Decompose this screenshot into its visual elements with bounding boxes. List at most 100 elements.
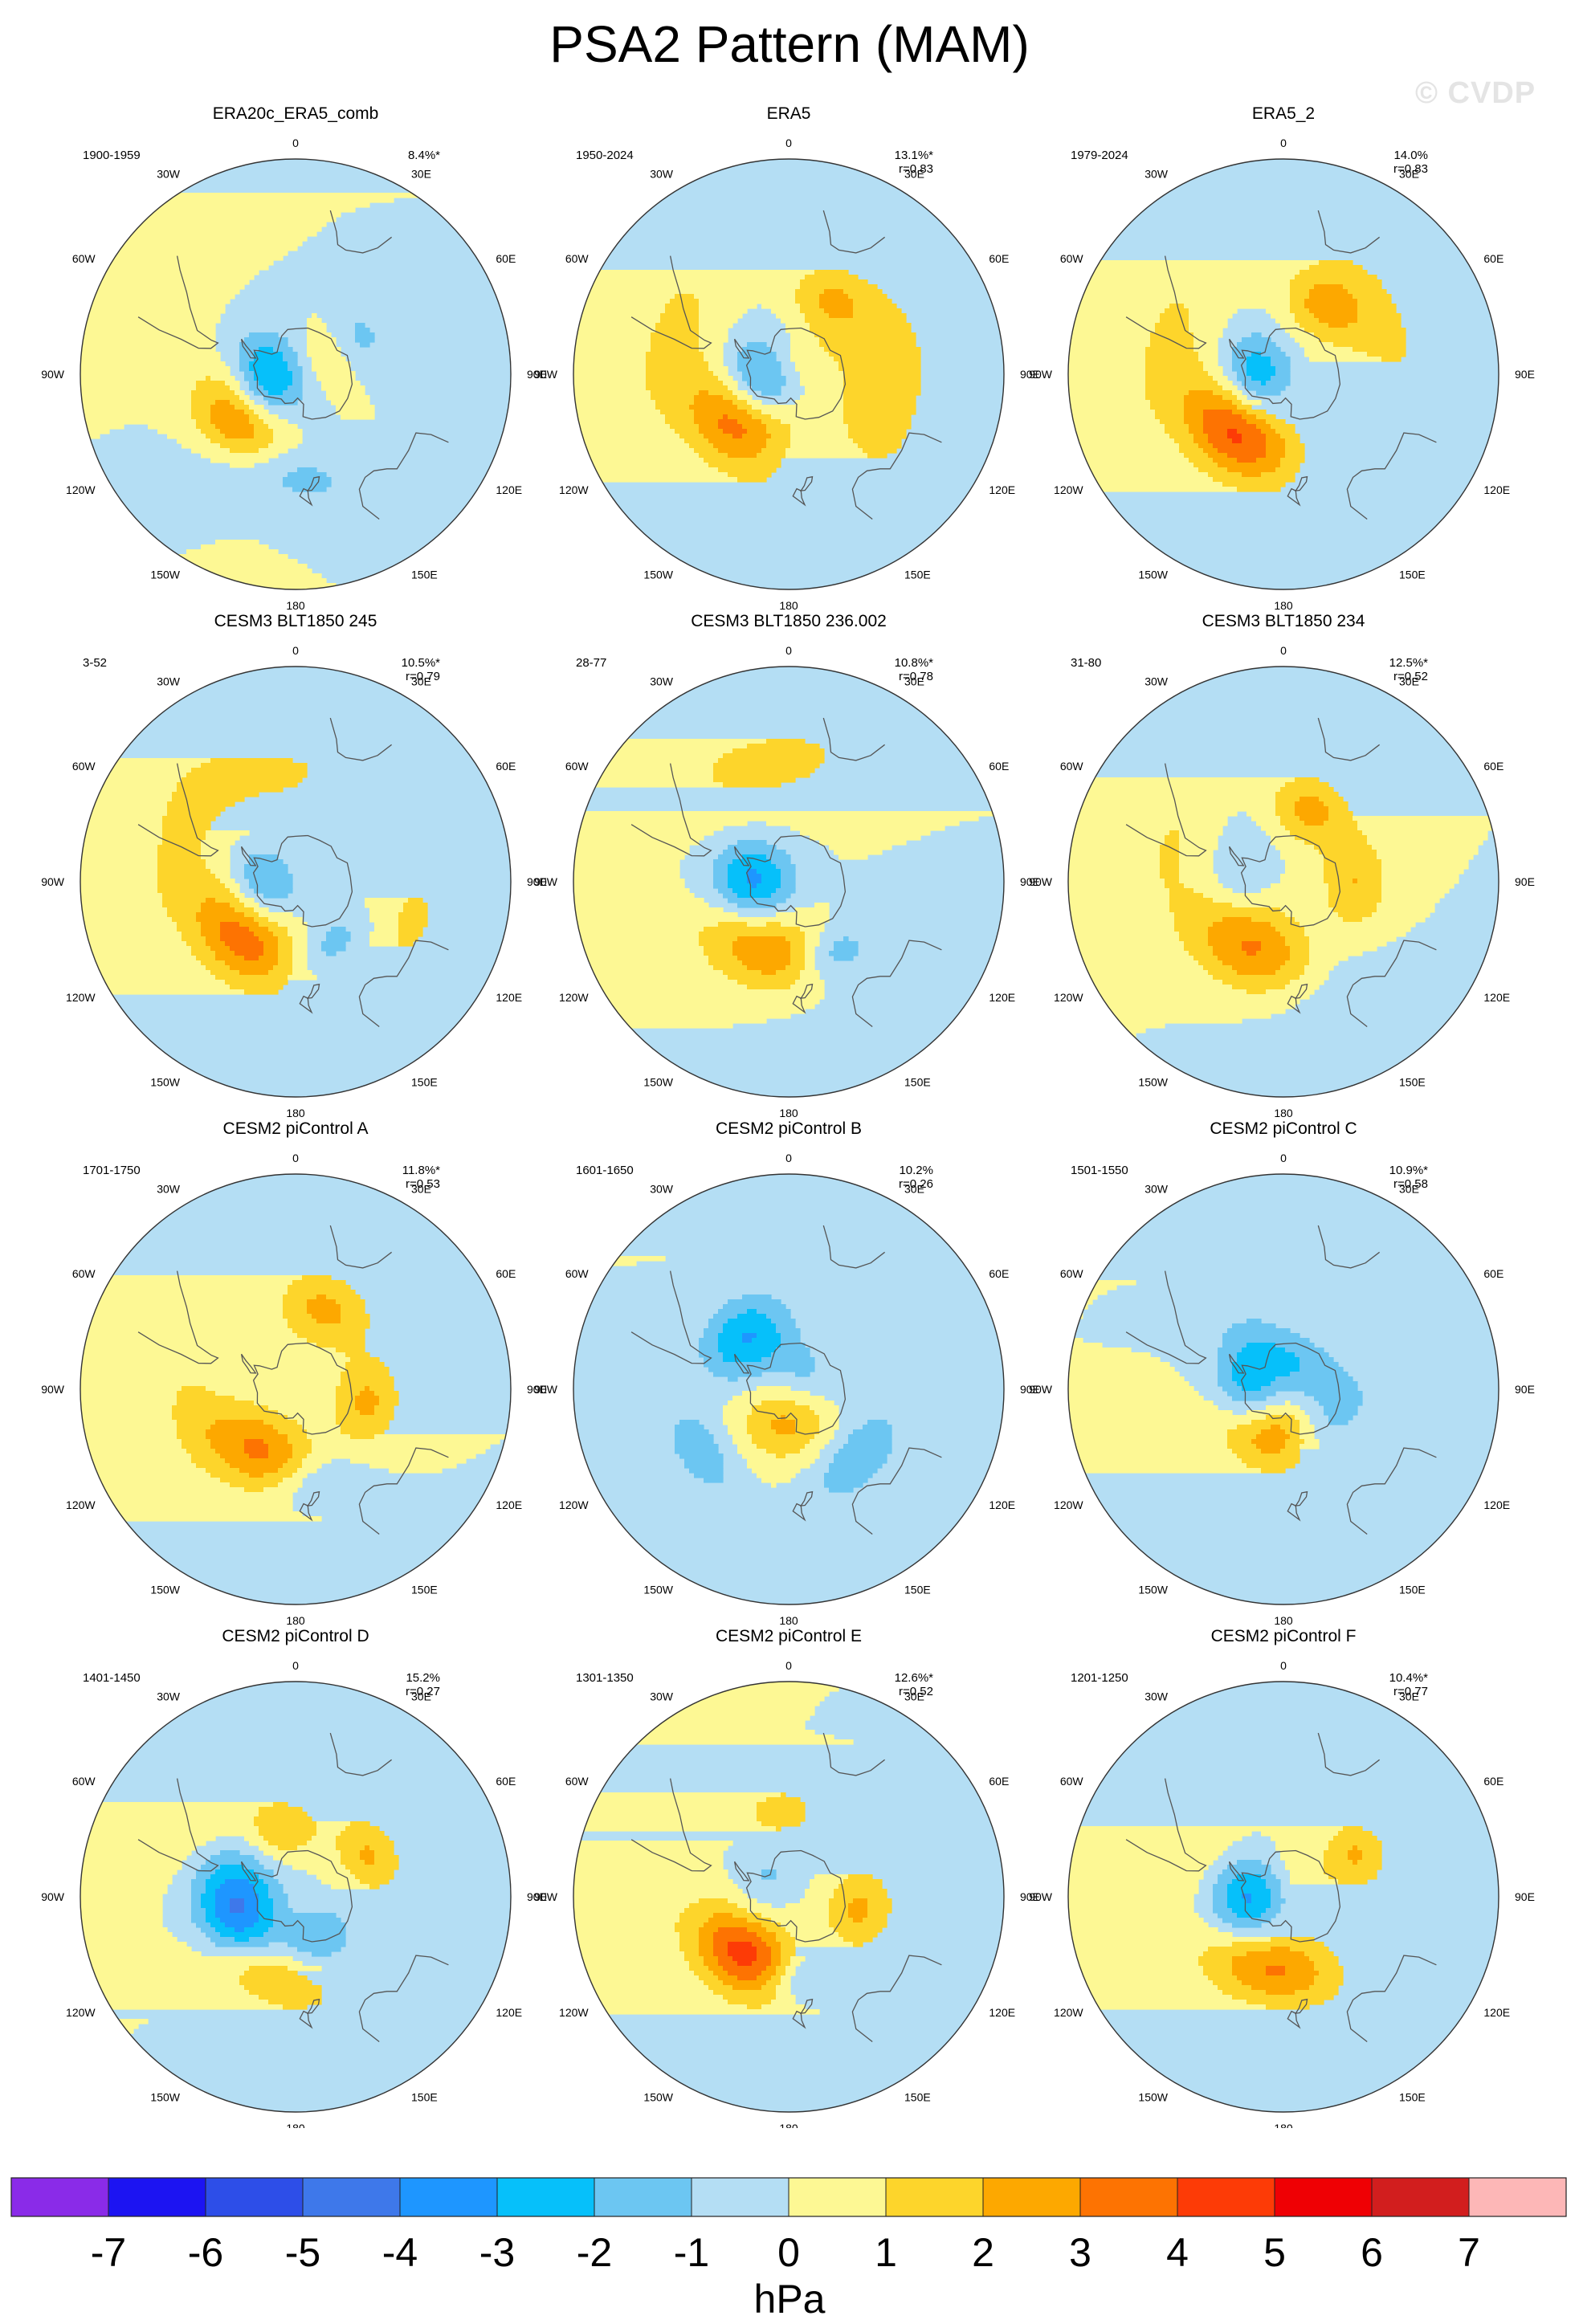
panel-explained-variance: 8.4%* xyxy=(408,149,440,162)
longitude-label: 30W xyxy=(650,675,674,688)
longitude-label: 30E xyxy=(904,168,924,181)
map-frame xyxy=(1067,158,1499,590)
panel-correlation: r=0.53 xyxy=(406,1177,440,1191)
map-panel: 0 30E 60E 90E 120E 150E 180 150W 120W 90W 60W 30W CE… xyxy=(1029,1627,1535,2128)
colorbar-swatch xyxy=(789,2178,887,2216)
longitude-label: 60W xyxy=(72,252,96,265)
panel-explained-variance: 10.5%* xyxy=(402,656,441,670)
longitude-label: 90W xyxy=(41,368,65,381)
longitude-label: 90E xyxy=(527,875,547,888)
longitude-label: 90E xyxy=(1515,875,1535,888)
longitude-label: 60W xyxy=(565,252,590,265)
panel-years: 1950-2024 xyxy=(576,149,634,162)
longitude-label: 30W xyxy=(1144,168,1169,181)
longitude-label: 150W xyxy=(150,568,180,581)
panel-years: 1401-1450 xyxy=(83,1671,141,1685)
longitude-label: 180 xyxy=(286,599,305,612)
panel-years: 28-77 xyxy=(576,656,606,670)
map-panel: 0 30E 60E 90E 120E 150E 180 150W 120W 90W 60W 30W CE… xyxy=(534,1119,1040,1627)
panel-correlation: r=0.27 xyxy=(406,1685,440,1698)
longitude-label: 90E xyxy=(1515,1383,1535,1396)
colorbar-swatch xyxy=(594,2178,692,2216)
longitude-label: 30W xyxy=(157,675,181,688)
longitude-label: 120E xyxy=(1483,1498,1510,1511)
longitude-label: 90E xyxy=(527,1383,547,1396)
longitude-label: 180 xyxy=(779,1107,798,1119)
longitude-label: 120W xyxy=(1054,1498,1083,1511)
map-frame xyxy=(573,1173,1005,1605)
longitude-label: 180 xyxy=(1274,599,1293,612)
colorbar-tick-label: -2 xyxy=(577,2230,612,2275)
longitude-label: 120E xyxy=(1483,991,1510,1004)
longitude-label: 30W xyxy=(1144,675,1169,688)
coastlines xyxy=(1125,210,1437,520)
longitude-label: 150E xyxy=(904,1075,931,1088)
longitude-label: 90E xyxy=(1020,1890,1040,1903)
colorbar-swatch xyxy=(400,2178,498,2216)
map-frame xyxy=(573,158,1005,590)
coastlines xyxy=(1125,717,1437,1028)
panel-years: 1301-1350 xyxy=(576,1671,634,1685)
map-panel: 0 30E 60E 90E 120E 150E 180 150W 120W 90W 60W 30W ER… xyxy=(41,104,547,612)
pressure-anomaly-field xyxy=(1068,667,1499,1097)
longitude-label: 150E xyxy=(1399,568,1426,581)
colorbar-swatch xyxy=(1469,2178,1567,2216)
longitude-label: 120W xyxy=(1054,991,1083,1004)
longitude-label: 30W xyxy=(650,1690,674,1703)
colorbar-tick-label: -6 xyxy=(188,2230,223,2275)
colorbar-tick-label: -1 xyxy=(674,2230,709,2275)
longitude-label: 180 xyxy=(1274,1614,1293,1627)
longitude-label: 0 xyxy=(785,1659,792,1672)
panel-title: ERA5 xyxy=(767,104,811,123)
longitude-label: 150W xyxy=(1138,1583,1168,1596)
longitude-label: 120E xyxy=(989,483,1015,496)
colorbar-swatch xyxy=(983,2178,1081,2216)
colorbar-tick-label: 7 xyxy=(1458,2230,1480,2275)
longitude-label: 150E xyxy=(411,1075,438,1088)
coastlines xyxy=(1125,1732,1437,2043)
longitude-label: 60W xyxy=(1060,760,1084,773)
longitude-label: 60E xyxy=(989,252,1009,265)
map-frame xyxy=(80,1681,512,2113)
map-frame xyxy=(1067,666,1499,1098)
longitude-label: 0 xyxy=(1280,644,1287,657)
longitude-label: 90E xyxy=(1020,368,1040,381)
longitude-label: 90E xyxy=(1515,368,1535,381)
map-panel: 0 30E 60E 90E 120E 150E 180 150W 120W 90W 60W 30W CE… xyxy=(534,612,1040,1119)
longitude-label: 150E xyxy=(904,2090,931,2103)
panel-correlation: r=0.83 xyxy=(899,162,933,176)
longitude-label: 60W xyxy=(72,1775,96,1788)
longitude-label: 0 xyxy=(1280,1152,1287,1164)
longitude-label: 120E xyxy=(496,483,522,496)
page-title: PSA2 Pattern (MAM) xyxy=(549,15,1030,73)
pressure-anomaly-field xyxy=(573,1174,1004,1604)
panel-correlation: r=0.77 xyxy=(1393,1685,1428,1698)
longitude-label: 60E xyxy=(496,252,516,265)
longitude-label: 90W xyxy=(1029,1890,1053,1903)
panel-explained-variance: 14.0% xyxy=(1393,149,1428,162)
map-frame xyxy=(573,666,1005,1098)
colorbar-swatch xyxy=(692,2178,790,2216)
panel-title: CESM3 BLT1850 245 xyxy=(214,612,377,630)
longitude-label: 60E xyxy=(1483,1267,1504,1280)
colorbar-swatch xyxy=(1275,2178,1373,2216)
longitude-label: 150W xyxy=(150,2090,180,2103)
colorbar-tick-label: -7 xyxy=(91,2230,126,2275)
panel-title: CESM2 piControl A xyxy=(223,1119,369,1138)
map-panels: 0 30E 60E 90E 120E 150E 180 150W 120W 90W 60W 30W ER… xyxy=(41,104,1535,2128)
colorbar-tick-label: -3 xyxy=(479,2230,515,2275)
panel-years: 1701-1750 xyxy=(83,1164,141,1177)
map-panel: 0 30E 60E 90E 120E 150E 180 150W 120W 90W 60W 30W CE… xyxy=(41,1119,547,1627)
longitude-label: 90W xyxy=(1029,1383,1053,1396)
colorbar-tick-label: 6 xyxy=(1361,2230,1383,2275)
longitude-label: 90E xyxy=(1020,1383,1040,1396)
longitude-label: 90W xyxy=(41,875,65,888)
coastlines xyxy=(137,1225,449,1535)
map-panel: 0 30E 60E 90E 120E 150E 180 150W 120W 90W 60W 30W ER… xyxy=(534,104,1040,612)
longitude-label: 150W xyxy=(643,1075,673,1088)
longitude-label: 150W xyxy=(150,1583,180,1596)
colorbar-tick-label: 1 xyxy=(875,2230,897,2275)
longitude-label: 90W xyxy=(534,1890,558,1903)
panel-explained-variance: 10.2% xyxy=(899,1164,933,1177)
longitude-label: 120E xyxy=(989,2006,1015,2019)
